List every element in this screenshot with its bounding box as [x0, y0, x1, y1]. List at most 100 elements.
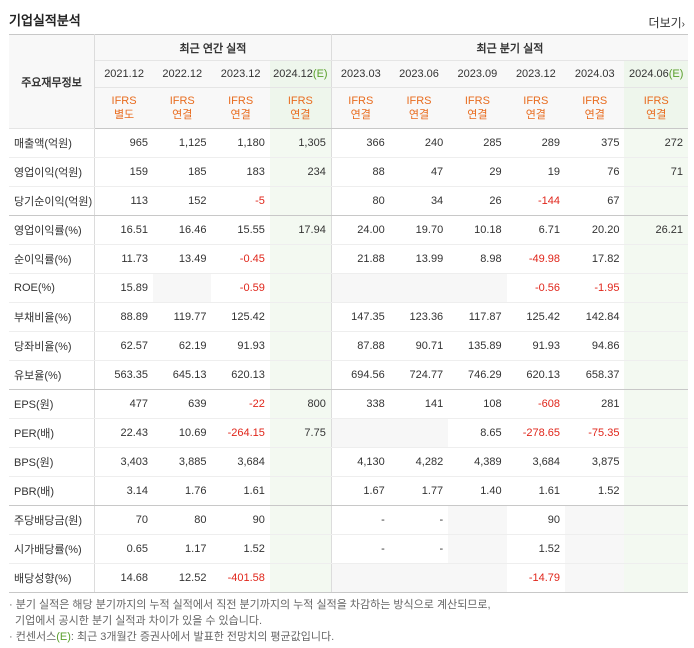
- table-cell: 17.94: [269, 215, 332, 245]
- table-cell: 281: [565, 389, 625, 419]
- table-cell: 1.76: [153, 476, 212, 506]
- more-link[interactable]: 더보기›: [649, 14, 685, 31]
- table-cell: 185: [153, 157, 212, 187]
- table-cell: 142.84: [565, 302, 625, 332]
- table-cell: 159: [94, 157, 154, 187]
- table-cell: 67: [565, 186, 625, 216]
- table-cell: 71: [624, 157, 688, 187]
- table-cell: 1,125: [153, 128, 212, 158]
- table-cell: 87.88: [331, 331, 390, 361]
- table-cell: 90.71: [389, 331, 449, 361]
- table-cell: -: [331, 505, 390, 535]
- period-header: 2023.03: [331, 60, 390, 88]
- row-label: 주당배당금(원): [9, 505, 96, 535]
- table-cell: 91.93: [506, 331, 566, 361]
- table-cell: -: [331, 534, 390, 564]
- table-cell: [565, 534, 625, 564]
- table-cell: 3.14: [94, 476, 154, 506]
- row-label: 당기순이익(억원): [9, 186, 96, 216]
- table-cell: 13.49: [153, 244, 212, 274]
- table-row: 영업이익(억원) 159 185 183 234 88 47 29 19 76 71: [9, 157, 688, 187]
- table-cell: 1.61: [211, 476, 270, 506]
- table-cell: 80: [153, 505, 212, 535]
- table-cell: 15.89: [94, 273, 154, 303]
- table-cell: -5: [211, 186, 270, 216]
- table-cell: 1.17: [153, 534, 212, 564]
- table-cell: 658.37: [565, 360, 625, 390]
- row-label: EPS(원): [9, 389, 96, 419]
- financial-table: 주요재무정보 최근 연간 실적 최근 분기 실적 2021.12 2022.12 2…: [9, 34, 688, 593]
- table-cell: 108: [448, 389, 507, 419]
- table-cell: -608: [506, 389, 566, 419]
- period-label: 2023.12: [220, 68, 261, 80]
- table-cell: [448, 563, 507, 593]
- table-cell: [269, 447, 332, 477]
- table-cell: [269, 244, 332, 274]
- more-label: 더보기: [648, 16, 682, 30]
- ifrs-label: IFRS: [228, 95, 254, 107]
- table-cell: [624, 331, 688, 361]
- table-cell: [269, 476, 332, 506]
- table-cell: 123.36: [389, 302, 449, 332]
- basis-label: 별도: [113, 109, 135, 121]
- period-header: 2023.12: [506, 60, 566, 88]
- table-cell: 76: [565, 157, 625, 187]
- row-label: 당좌비율(%): [9, 331, 96, 361]
- row-header-label: 주요재무정보: [9, 34, 96, 129]
- row-label: 영업이익률(%): [9, 215, 96, 245]
- table-cell: 800: [269, 389, 332, 419]
- table-cell: 80: [331, 186, 390, 216]
- footnote-2-prefix: · 컨센서스: [9, 631, 57, 643]
- basis-label: 연결: [230, 109, 251, 121]
- table-cell: [269, 563, 332, 593]
- table-cell: 90: [506, 505, 566, 535]
- table-cell: 746.29: [448, 360, 507, 390]
- table-cell: 125.42: [211, 302, 270, 332]
- footnote-2-mark: (E): [56, 631, 71, 643]
- table-cell: [389, 563, 449, 593]
- basis-header: IFRS 연결: [506, 87, 566, 129]
- period-header: 2024.03: [565, 60, 625, 88]
- period-label: 2023.12: [515, 68, 556, 80]
- table-cell: 26: [448, 186, 507, 216]
- table-cell: 3,684: [211, 447, 270, 477]
- table-cell: 6.71: [506, 215, 566, 245]
- footnote-1-cont: 기업에서 공시한 분기 실적과 차이가 있을 수 있습니다.: [15, 615, 263, 627]
- ifrs-label: IFRS: [348, 95, 374, 107]
- table-cell: 22.43: [94, 418, 154, 448]
- table-row: BPS(원) 3,403 3,885 3,684 4,130 4,282 4,389 3,68…: [9, 447, 688, 477]
- period-label: 2024.06: [629, 68, 669, 80]
- table-cell: 21.88: [331, 244, 390, 274]
- table-cell: 965: [94, 128, 154, 158]
- table-cell: [269, 302, 332, 332]
- table-cell: 152: [153, 186, 212, 216]
- table-cell: 16.51: [94, 215, 154, 245]
- table-cell: [448, 534, 507, 564]
- table-cell: 1.52: [565, 476, 625, 506]
- table-cell: -: [389, 534, 449, 564]
- table-cell: [448, 273, 507, 303]
- table-cell: 4,130: [331, 447, 390, 477]
- table-cell: [624, 244, 688, 274]
- table-row: 부채비율(%) 88.89 119.77 125.42 147.35 123.36 117.…: [9, 302, 688, 332]
- table-cell: 91.93: [211, 331, 270, 361]
- table-cell: 477: [94, 389, 154, 419]
- basis-header: IFRS 연결: [448, 87, 507, 129]
- table-cell: 34: [389, 186, 449, 216]
- table-cell: [269, 186, 332, 216]
- table-cell: [624, 273, 688, 303]
- table-cell: -22: [211, 389, 270, 419]
- period-label: 2023.03: [340, 68, 381, 80]
- table-cell: -0.56: [506, 273, 566, 303]
- table-cell: 8.98: [448, 244, 507, 274]
- table-cell: 285: [448, 128, 507, 158]
- table-cell: [448, 505, 507, 535]
- period-label: 2023.06: [399, 68, 439, 80]
- table-cell: [624, 447, 688, 477]
- table-row: ROE(%) 15.89 -0.59 -0.56 -1.95: [9, 273, 688, 303]
- table-cell: 29: [448, 157, 507, 187]
- table-cell: 11.73: [94, 244, 154, 274]
- estimate-mark: (E): [312, 68, 328, 80]
- section-header: 기업실적분석 더보기›: [0, 0, 694, 30]
- row-label: 부채비율(%): [9, 302, 96, 332]
